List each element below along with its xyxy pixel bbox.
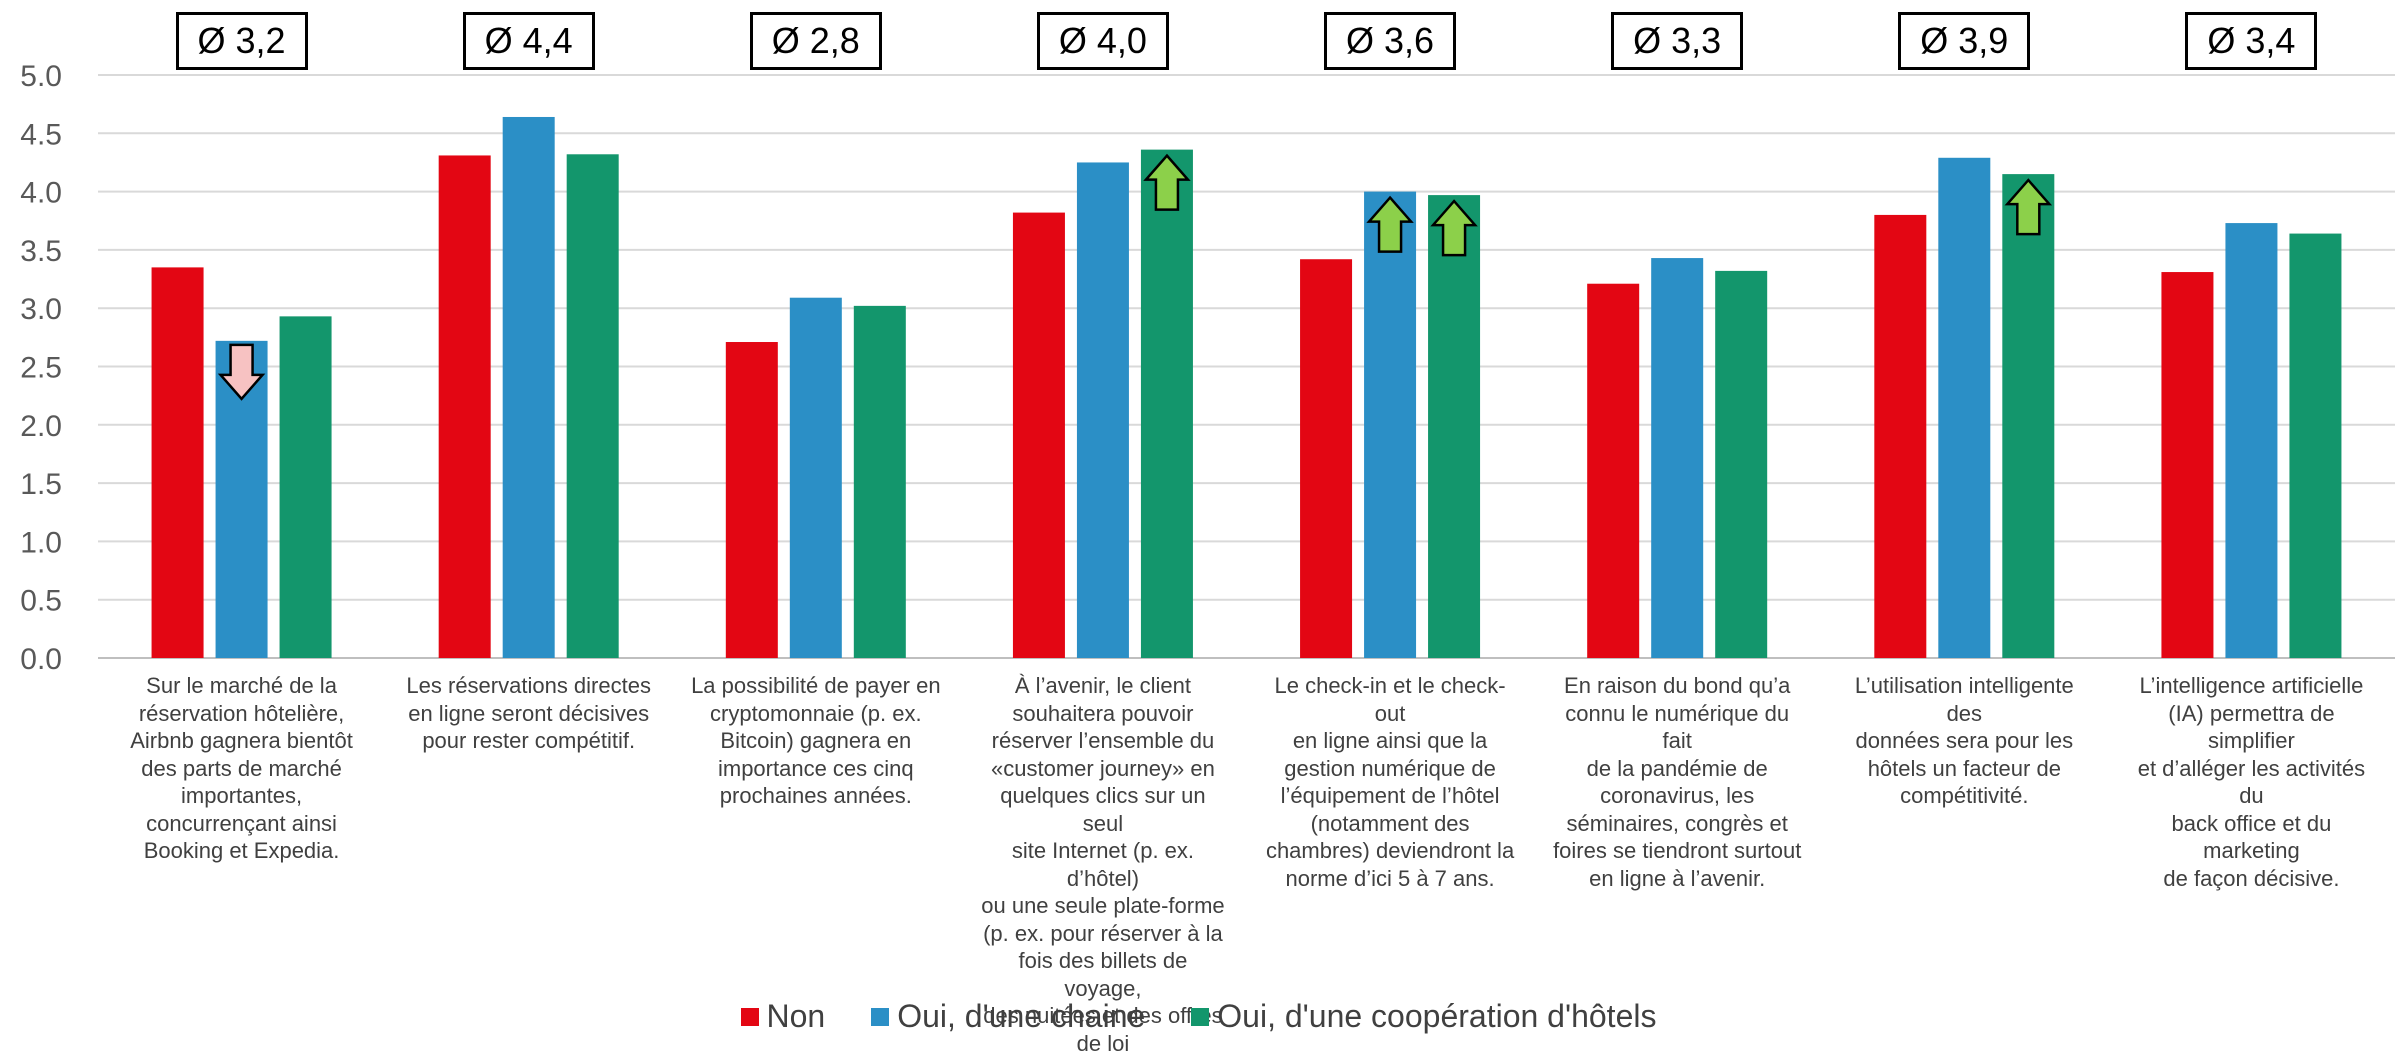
y-tick-label: 4.0 <box>20 177 62 210</box>
y-tick-label: 2.0 <box>20 410 62 443</box>
category-label: L’intelligence artificielle (IA) permett… <box>2137 673 2366 891</box>
bar-cooperation <box>1140 149 1193 658</box>
legend-item: Non <box>740 998 826 1035</box>
bar-chaine <box>1364 191 1417 658</box>
y-tick-label: 0.0 <box>20 643 62 676</box>
up-arrow-icon <box>1366 195 1414 253</box>
bar-cooperation <box>566 154 619 658</box>
category-label: L’utilisation intelligente des données s… <box>1854 673 2074 808</box>
average-box: Ø 3,2 <box>175 12 308 70</box>
legend-item: Oui, d'une chaine <box>871 998 1145 1035</box>
down-arrow-icon <box>217 343 266 401</box>
average-box: Ø 3,4 <box>2185 12 2318 70</box>
category-label: La possibilité de payer en cryptomonnaie… <box>691 673 941 808</box>
y-tick-label: 5.0 <box>20 60 62 93</box>
average-box: Ø 3,9 <box>1898 12 2031 70</box>
legend-swatch <box>740 1007 759 1026</box>
bar-cooperation <box>853 305 906 658</box>
y-tick-label: 3.0 <box>20 293 62 326</box>
bar-cooperation <box>2002 174 2055 659</box>
bar-chaine <box>1076 162 1129 658</box>
legend-swatch <box>1191 1007 1210 1026</box>
legend-label: Non <box>766 998 826 1034</box>
bar-chaine <box>789 297 842 658</box>
category-label: Sur le marché de la réservation hôtelièr… <box>130 673 353 863</box>
up-arrow-icon <box>1143 153 1191 211</box>
bar-cooperation <box>279 316 332 658</box>
bar-chaine <box>1938 157 1991 658</box>
bar-non <box>1587 283 1640 658</box>
y-tick-label: 0.5 <box>20 585 62 618</box>
legend-label: Oui, d'une chaine <box>897 998 1146 1034</box>
legend: Non Oui, d'une chaine Oui, d'une coopérati… <box>0 998 2397 1035</box>
y-tick-label: 1.5 <box>20 468 62 501</box>
bar-non <box>1300 259 1353 658</box>
bar-non <box>2161 272 2214 658</box>
average-box: Ø 3,3 <box>1611 12 1744 70</box>
chart-root: 0.0 0.5 1.0 1.5 2.0 2.5 3.0 3.5 4.0 4.5 5.0 Sur le… <box>0 12 2397 1056</box>
legend-label: Oui, d'une coopération d'hôtels <box>1217 998 1657 1034</box>
category-label: En raison du bond qu’a connu le numériqu… <box>1553 673 1802 891</box>
up-arrow-icon <box>1430 199 1478 257</box>
average-box: Ø 4,0 <box>1036 12 1169 70</box>
y-tick-label: 1.0 <box>20 526 62 559</box>
legend-swatch <box>871 1007 890 1026</box>
bar-non <box>725 342 778 658</box>
y-tick-label: 3.5 <box>20 235 62 268</box>
up-arrow-icon <box>2004 178 2053 236</box>
bar-chaine <box>1651 258 1704 658</box>
bar-non <box>1874 214 1927 659</box>
bar-chaine <box>2225 223 2278 658</box>
bar-chart: 0.0 0.5 1.0 1.5 2.0 2.5 3.0 3.5 4.0 4.5 5.0 <box>20 60 2395 676</box>
bar-cooperation <box>1428 195 1481 658</box>
category-label: Le check-in et le check-out en ligne ain… <box>1265 673 1515 891</box>
bar-non <box>1012 212 1065 658</box>
bar-non <box>438 155 491 659</box>
bar-cooperation <box>2289 233 2342 659</box>
average-box: Ø 2,8 <box>749 12 882 70</box>
average-box: Ø 4,4 <box>462 12 595 70</box>
legend-item: Oui, d'une coopération d'hôtels <box>1191 998 1656 1035</box>
y-tick-label: 4.5 <box>20 118 62 151</box>
average-box: Ø 3,6 <box>1324 12 1457 70</box>
bar-cooperation <box>1715 270 1768 658</box>
category-label: Les réservations directes en ligne seron… <box>406 673 651 753</box>
y-tick-label: 2.5 <box>20 352 62 385</box>
bar-non <box>151 267 204 658</box>
bar-chaine <box>502 116 555 658</box>
